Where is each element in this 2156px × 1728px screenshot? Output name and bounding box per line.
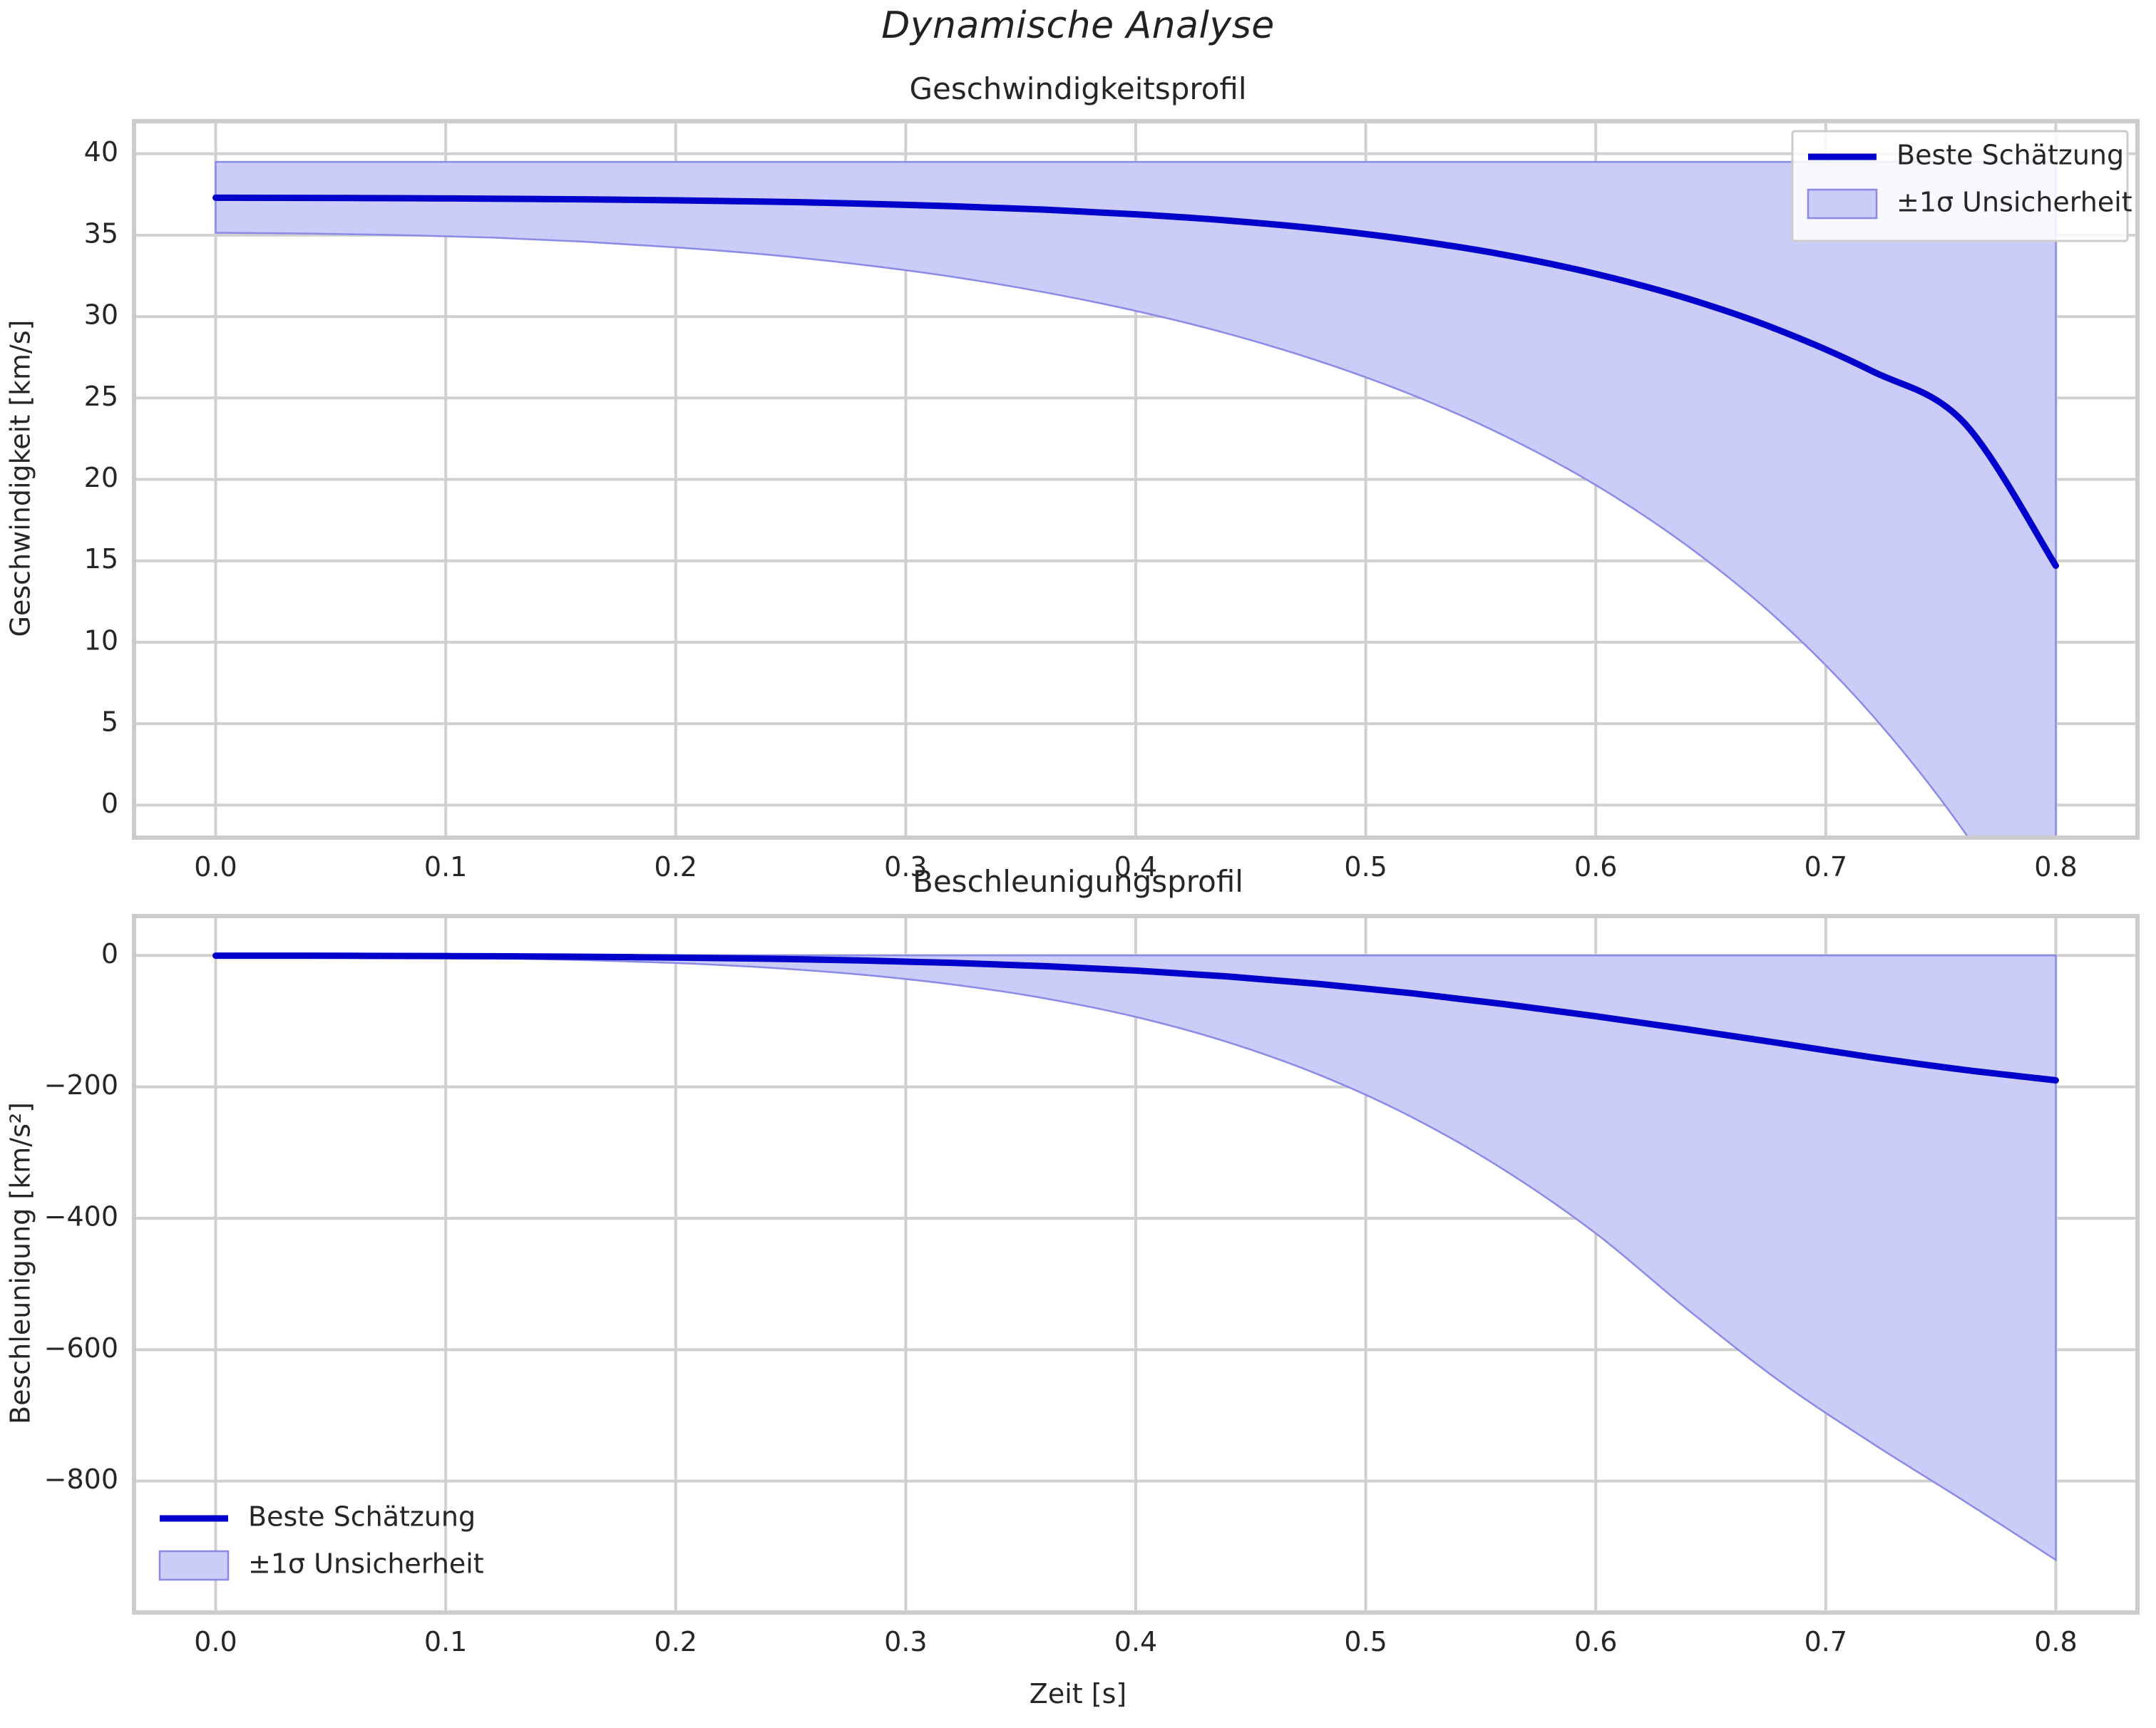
best-estimate-line (212, 194, 2059, 570)
axes-spines (132, 119, 2140, 840)
y-tick-label: 5 (101, 706, 118, 738)
x-tick-label: 0.4 (1114, 1626, 1157, 1657)
y-tick-label: −200 (44, 1069, 118, 1101)
y-tick-label: 10 (84, 624, 118, 656)
x-tick-label: 0.7 (1805, 1626, 1847, 1657)
y-tick-label: −400 (44, 1200, 118, 1232)
legend-label: Beste Schätzung (248, 1501, 476, 1533)
axes1-title: Geschwindigkeitsprofil (909, 71, 1247, 106)
x-tick-label: 0.7 (1805, 851, 1847, 883)
x-tick-label: 0.0 (194, 1626, 237, 1657)
data-area (212, 952, 2059, 1562)
legend: Beste Schätzung ±1σ Unsicherheit (158, 1501, 484, 1581)
gridlines (134, 121, 2137, 838)
legend: Beste Schätzung ±1σ Unsicherheit (1791, 130, 2132, 242)
x-tick-label: 0.8 (2034, 1626, 2077, 1657)
legend-label: ±1σ Unsicherheit (248, 1548, 484, 1580)
y-tick-label: −600 (44, 1332, 118, 1364)
axes-spines (132, 914, 2140, 1615)
tick-labels: 0 −200 −400 −600 −800 0.0 0.1 0.2 0.3 0.4 0.5 0.6 0.… (44, 938, 2078, 1657)
y-tick-label: 0 (101, 788, 118, 819)
y-tick-label: −800 (44, 1464, 118, 1495)
x-tick-label: 0.5 (1344, 1626, 1387, 1657)
figure-suptitle: Dynamische Analyse (881, 4, 1275, 47)
uncertainty-band (215, 160, 2057, 838)
x-tick-label: 0.6 (1574, 1626, 1617, 1657)
x-tick-label: 0.3 (884, 851, 927, 883)
x-tick-label: 0.0 (194, 851, 237, 883)
axes2-xlabel: Zeit [s] (1029, 1678, 1127, 1709)
data-area (212, 160, 2059, 838)
uncertainty-band (215, 955, 2057, 1562)
x-tick-label: 0.6 (1574, 851, 1617, 883)
x-tick-label: 0.2 (654, 1626, 697, 1657)
y-tick-label: 15 (84, 543, 118, 575)
y-tick-label: 40 (84, 136, 118, 168)
y-tick-label: 20 (84, 462, 118, 493)
x-tick-label: 0.2 (654, 851, 697, 883)
y-tick-label: 35 (84, 217, 118, 249)
x-tick-label: 0.8 (2034, 851, 2077, 883)
legend-label: Beste Schätzung (1896, 140, 2124, 171)
y-tick-label: 0 (101, 938, 118, 970)
legend-patch-swatch (158, 1550, 230, 1581)
x-tick-label: 0.3 (884, 1626, 927, 1657)
x-tick-label: 0.1 (424, 851, 467, 883)
axes2-title: Beschleunigungsprofil (913, 864, 1243, 899)
x-tick-label: 0.4 (1114, 851, 1157, 883)
x-tick-label: 0.1 (424, 1626, 467, 1657)
y-tick-label: 25 (84, 381, 118, 412)
tick-labels: 0 5 10 15 20 25 30 35 40 0.0 0.1 0.2 0.3 0.4 0.5 0.6 0.7… (84, 136, 2078, 883)
x-tick-label: 0.5 (1344, 851, 1387, 883)
best-estimate-line (212, 952, 2059, 1084)
legend-patch-swatch (1807, 188, 1878, 220)
legend-label: ±1σ Unsicherheit (1896, 187, 2132, 218)
y-tick-label: 30 (84, 299, 118, 331)
